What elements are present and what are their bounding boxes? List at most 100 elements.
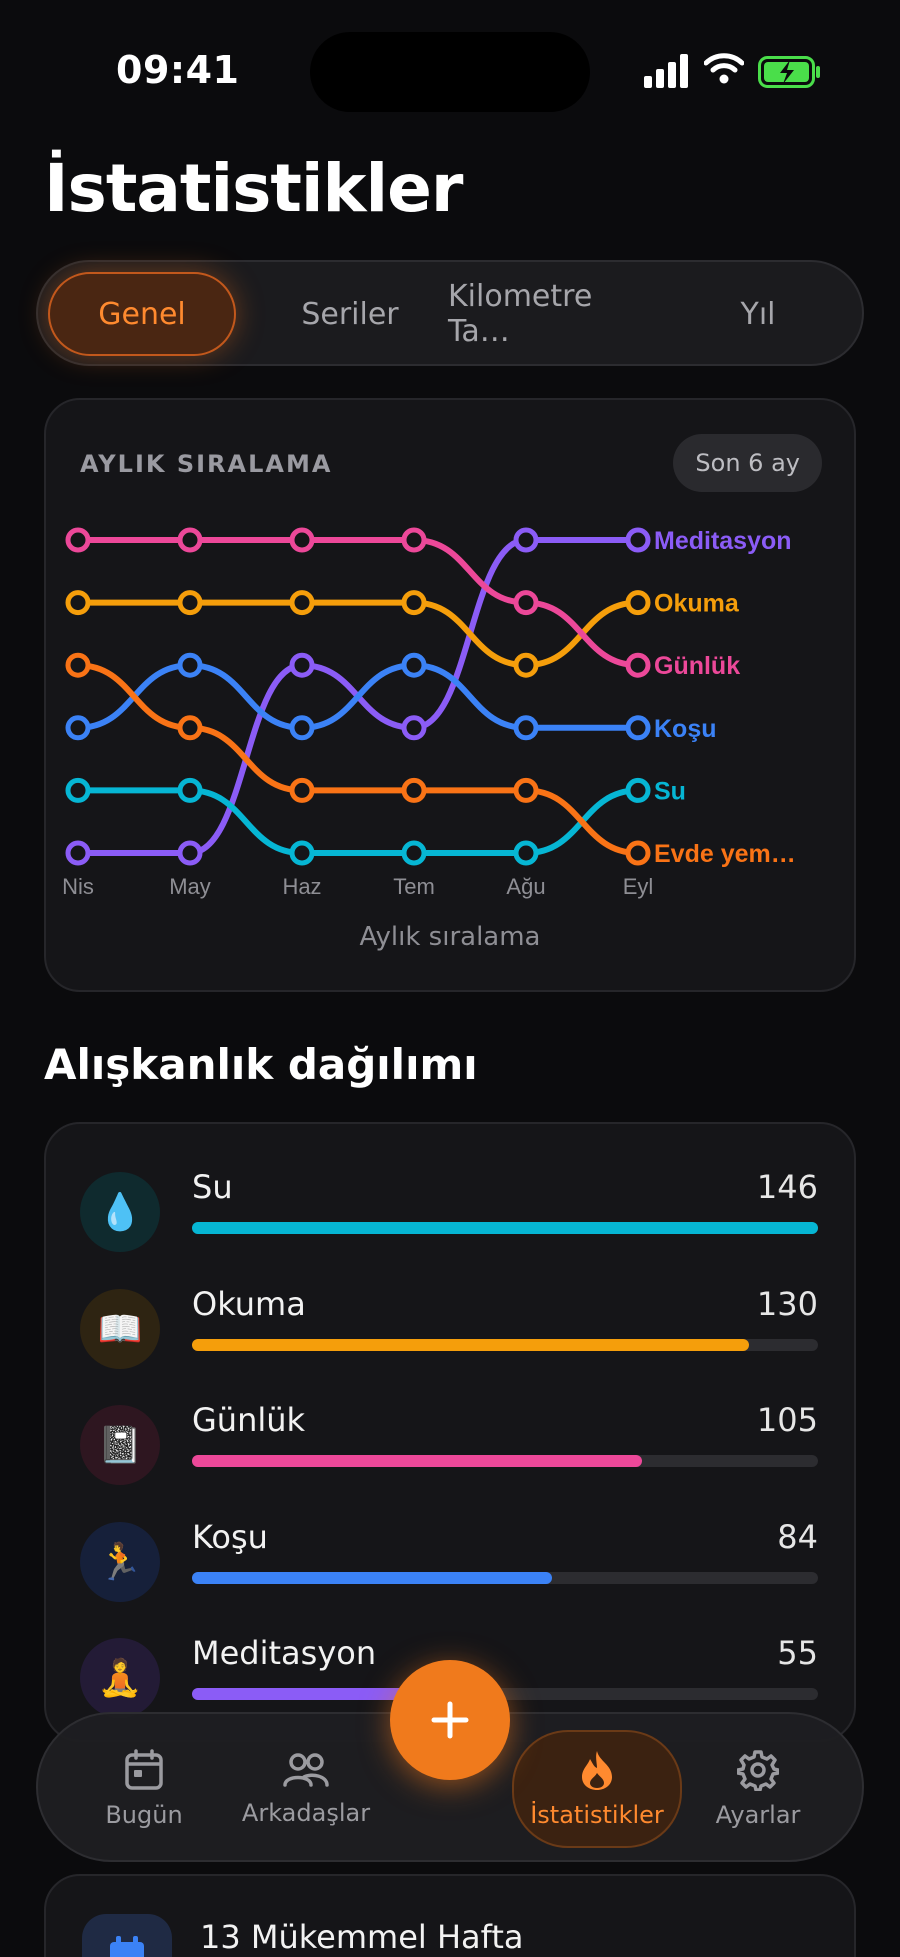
- habit-distribution-card: 💧 Su 146 📖 Okuma 130 📓 Günlük 105 🏃 Koşu…: [44, 1122, 856, 1742]
- series-label: Koşu: [654, 715, 717, 743]
- series-label: Okuma: [654, 590, 740, 618]
- data-point: [289, 527, 315, 553]
- nav-label: Ayarlar: [715, 1801, 801, 1829]
- habit-bar-fill: [192, 1688, 428, 1700]
- data-point: [513, 840, 539, 866]
- habit-count: 105: [756, 1401, 818, 1439]
- add-habit-button[interactable]: [390, 1660, 510, 1780]
- page-title: İstatistikler: [44, 150, 463, 227]
- friends-icon: [283, 1753, 329, 1787]
- series-label: Günlük: [654, 652, 740, 680]
- series-line-5: [75, 662, 641, 856]
- nav-item-today[interactable]: Bugün: [64, 1730, 224, 1848]
- habit-name: Meditasyon: [192, 1634, 377, 1672]
- flame-icon: [582, 1751, 612, 1790]
- habit-bar-fill: [192, 1222, 818, 1234]
- data-point: [625, 840, 651, 866]
- habit-bar-track: [192, 1688, 818, 1700]
- data-point: [401, 652, 427, 678]
- habit-name: Su: [192, 1168, 233, 1206]
- data-point: [625, 777, 651, 803]
- nav-item-statistics[interactable]: İstatistikler: [512, 1730, 682, 1848]
- data-point: [625, 652, 651, 678]
- data-point: [513, 777, 539, 803]
- bump-chart: Meditasyon Okuma Günlük Koşu Su Evde yem… Nis M…: [62, 527, 796, 899]
- habit-count: 55: [777, 1634, 818, 1672]
- habit-bar-fill: [192, 1571, 552, 1584]
- perfect-weeks-title: 13 Mükemmel Hafta: [200, 1918, 524, 1956]
- habit-bar-track: [192, 1455, 818, 1467]
- book-icon: 📖: [80, 1288, 160, 1369]
- habit-row[interactable]: 📖 Okuma 130: [46, 1277, 854, 1393]
- data-point: [401, 590, 427, 616]
- data-point: [513, 590, 539, 616]
- nav-item-friends[interactable]: Arkadaşlar: [226, 1730, 386, 1848]
- habit-bar-fill: [192, 1338, 750, 1351]
- data-point: [401, 840, 427, 866]
- habit-bar-fill: [192, 1455, 643, 1467]
- habit-bar-track: [192, 1571, 818, 1584]
- calendar-icon: [82, 1914, 172, 1957]
- data-point: [65, 590, 91, 616]
- card-label: AYLIK SIRALAMA: [80, 450, 333, 478]
- data-point: [65, 652, 91, 678]
- chart-caption: Aylık sıralama: [359, 922, 541, 952]
- segmented-tabs: Genel Seriler Kilometre Ta… Yıl: [36, 260, 864, 366]
- habit-count: 146: [756, 1168, 818, 1206]
- data-point: [401, 527, 427, 553]
- data-point: [513, 527, 539, 553]
- battery-charging-icon: [758, 56, 820, 88]
- status-bar: 09:41: [0, 0, 900, 140]
- wifi-icon: [704, 53, 744, 84]
- series-label: Meditasyon: [654, 527, 792, 555]
- data-point: [289, 652, 315, 678]
- nav-label: İstatistikler: [530, 1801, 664, 1829]
- data-point: [625, 715, 651, 741]
- perfect-weeks-card[interactable]: 13 Mükemmel Hafta: [44, 1874, 856, 1957]
- gear-icon: [737, 1750, 779, 1791]
- habit-row[interactable]: 💧 Su 146: [46, 1160, 854, 1276]
- data-point: [177, 777, 203, 803]
- data-point: [513, 715, 539, 741]
- data-point: [513, 652, 539, 678]
- data-point: [65, 715, 91, 741]
- status-time: 09:41: [116, 48, 240, 92]
- range-selector[interactable]: Son 6 ay: [673, 434, 822, 492]
- habit-row[interactable]: 📓 Günlük 105: [46, 1393, 854, 1509]
- habit-name: Okuma: [192, 1284, 306, 1323]
- habit-name: Günlük: [192, 1401, 306, 1439]
- tab-yil[interactable]: Yıl: [740, 296, 776, 332]
- notebook-icon: 📓: [80, 1405, 160, 1485]
- habit-row[interactable]: 🧘 Meditasyon 55: [46, 1626, 854, 1740]
- data-point: [177, 652, 203, 678]
- nav-item-settings[interactable]: Ayarlar: [678, 1730, 838, 1848]
- data-point: [177, 527, 203, 553]
- data-point: [289, 715, 315, 741]
- series-label: Su: [654, 777, 686, 805]
- data-point: [65, 777, 91, 803]
- habit-count: 84: [777, 1517, 818, 1556]
- habit-bar-track: [192, 1338, 818, 1351]
- data-point: [401, 715, 427, 741]
- data-point: [289, 840, 315, 866]
- series-label: Evde yem…: [654, 840, 796, 868]
- x-tick-label: Haz: [282, 874, 321, 899]
- data-point: [625, 590, 651, 616]
- tab-kilometre-taslari[interactable]: Kilometre Ta…: [448, 279, 593, 349]
- tab-genel[interactable]: Genel: [48, 272, 236, 356]
- habit-row[interactable]: 🏃 Koşu 84: [46, 1510, 854, 1626]
- calendar-icon: [125, 1749, 163, 1790]
- meditation-icon: 🧘: [80, 1638, 160, 1718]
- data-point: [177, 590, 203, 616]
- x-tick-label: Nis: [62, 874, 94, 899]
- data-point: [177, 715, 203, 741]
- monthly-ranking-card: AYLIK SIRALAMA Son 6 ay Meditasyon Okuma G…: [44, 398, 856, 992]
- plus-icon: [431, 1701, 469, 1739]
- tab-seriler[interactable]: Seriler: [301, 296, 399, 332]
- data-point: [625, 527, 651, 553]
- habit-count: 130: [756, 1284, 818, 1323]
- dynamic-island: [310, 32, 590, 112]
- x-tick-label: Ağu: [506, 874, 545, 899]
- water-drop-icon: 💧: [80, 1172, 160, 1252]
- x-tick-label: May: [169, 874, 211, 899]
